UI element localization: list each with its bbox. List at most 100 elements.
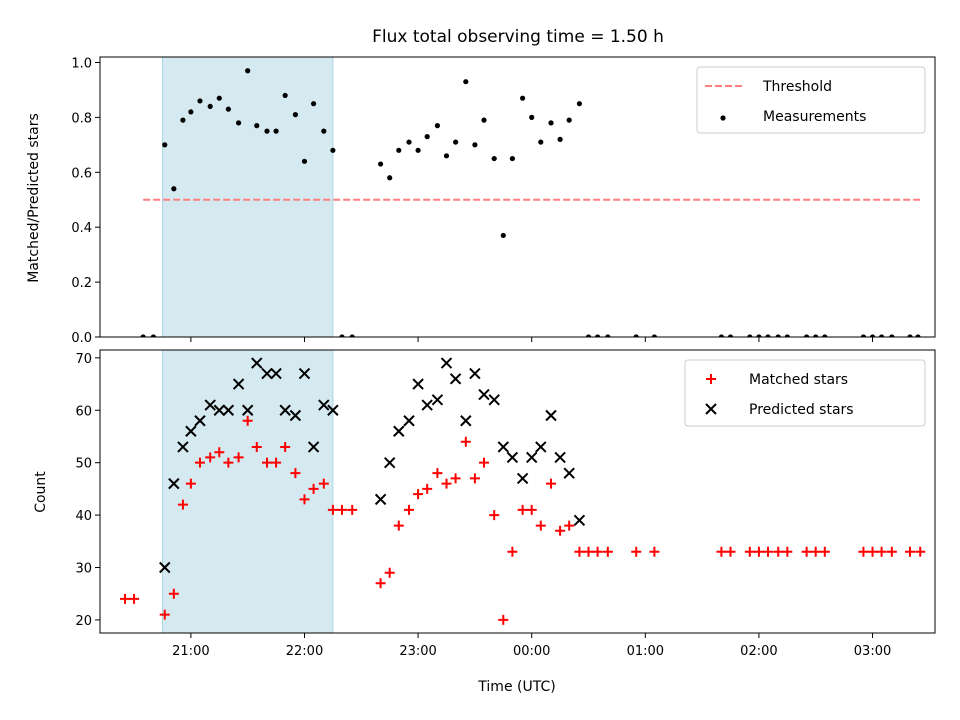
legend-measurement-swatch (720, 115, 726, 121)
measurement-point (576, 101, 583, 107)
predicted-star-point (535, 441, 547, 453)
bottom-axes-frame (99, 349, 936, 634)
measurement-point (605, 334, 611, 337)
predicted-star-point (251, 357, 263, 369)
bottom-ytick-label: 60 (75, 404, 92, 419)
matched-star-point (251, 441, 262, 452)
matched-star-point (233, 452, 244, 463)
measurement-point (915, 334, 921, 337)
matched-star-point (886, 546, 897, 557)
predicted-star-point (318, 399, 330, 411)
measurement-point (321, 128, 327, 134)
measurement-point (585, 334, 592, 337)
matched-star-point (271, 457, 282, 468)
top-panel: 0.0 0.2 0.4 0.6 0.8 1.0 Threshold Measurements (71, 56, 936, 346)
matched-star-point (649, 546, 660, 557)
predicted-star-point (488, 394, 500, 406)
predicted-star-point (222, 404, 235, 416)
matched-star-point (535, 520, 546, 531)
legend-box (684, 359, 926, 427)
measurement-point (245, 68, 251, 74)
predicted-star-point (383, 456, 396, 469)
measurement-point (282, 92, 288, 99)
predicted-star-point (506, 451, 519, 464)
measurement-point (633, 334, 639, 337)
matched-star-point (375, 578, 386, 589)
top-ytick-label: 0.8 (71, 111, 92, 126)
matched-star-point (782, 546, 793, 557)
measurement-point (207, 103, 213, 110)
matched-star-point (422, 483, 433, 494)
measurement-point (463, 79, 469, 85)
matched-star-point (819, 546, 830, 557)
bottom-ytick-label: 20 (75, 614, 92, 629)
matched-star-point (119, 593, 130, 604)
predicted-star-point (525, 451, 538, 464)
legend-predicted-swatch (705, 403, 717, 415)
matched-star-point (555, 525, 566, 536)
matched-star-point (725, 546, 736, 557)
measurement-point (907, 334, 913, 337)
measurement-point (869, 334, 876, 337)
measurement-point (424, 134, 430, 140)
predicted-star-point (270, 367, 282, 380)
measurement-point (339, 334, 345, 337)
matched-star-point (393, 520, 404, 531)
measurement-point (756, 334, 762, 337)
measurement-point (548, 120, 554, 126)
matched-star-point (517, 504, 528, 515)
predicted-star-point (289, 409, 302, 422)
measurement-point (235, 120, 242, 126)
bottom-ylabel: Count (33, 471, 49, 513)
predicted-star-point (168, 477, 180, 490)
top-ytick-label: 1.0 (71, 56, 92, 71)
measurement-point (415, 147, 421, 153)
measurement-point (784, 334, 790, 337)
measurement-point (225, 106, 231, 112)
matched-star-point (753, 546, 764, 557)
top-ytick-label: 0.0 (71, 331, 92, 346)
legend-label: Threshold (762, 79, 832, 95)
measurement-point (396, 147, 402, 153)
matched-star-point (242, 415, 253, 426)
measurement-point (387, 175, 393, 181)
predicted-star-point (159, 561, 171, 574)
matched-star-point (489, 510, 500, 521)
predicted-star-point (232, 378, 245, 390)
matched-star-point (384, 567, 395, 578)
matched-star-point (507, 546, 518, 557)
matched-star-point (592, 546, 603, 557)
predicted-star-point (516, 472, 529, 485)
matched-star-point (185, 478, 196, 489)
predicted-star-point (393, 425, 405, 437)
predicted-star-point (307, 441, 320, 453)
measurement-point (197, 98, 203, 104)
measurement-point (349, 334, 355, 337)
measurement-point (452, 139, 459, 145)
predicted-star-point (469, 367, 481, 380)
matched-star-point (299, 494, 310, 505)
predicted-star-point (449, 373, 462, 385)
legend-label: Measurements (763, 109, 866, 125)
measurement-point (747, 334, 753, 337)
matched-star-point (526, 504, 537, 515)
measurement-point (879, 334, 885, 337)
measurement-point (727, 334, 734, 337)
xtick-label: 02:00 (740, 644, 777, 659)
predicted-star-point (298, 367, 311, 380)
matched-star-point (810, 546, 821, 557)
predicted-star-point (194, 415, 206, 427)
matched-star-point (168, 588, 179, 599)
predicted-star-point (185, 425, 197, 437)
measurement-point (860, 334, 867, 337)
predicted-star-point (403, 415, 415, 427)
matched-star-point (469, 473, 480, 484)
measurement-point (330, 147, 336, 153)
bottom-shaded-span (161, 349, 334, 634)
matched-star-point (327, 504, 338, 515)
top-ytick-label: 0.4 (71, 221, 92, 236)
matched-star-point (214, 447, 225, 458)
matched-star-point (546, 478, 557, 489)
matched-star-point (602, 546, 613, 557)
